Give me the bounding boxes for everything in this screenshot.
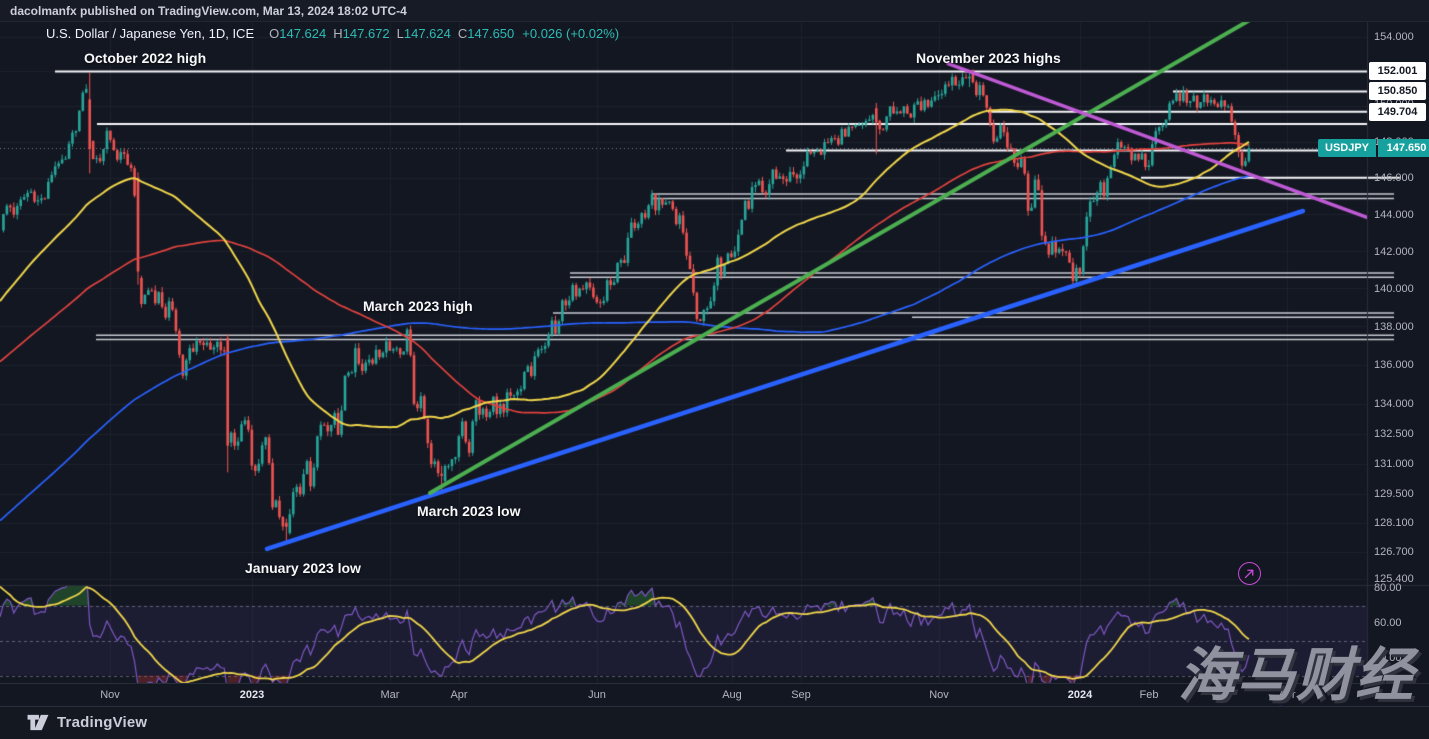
- rsi-axis-label: 60.00: [1374, 617, 1402, 629]
- price-level-label: 150.850: [1369, 82, 1426, 100]
- ohlc-field-label: H: [333, 26, 343, 41]
- chart-annotation: October 2022 high: [84, 50, 207, 66]
- price-axis-label: 140.000: [1374, 283, 1414, 295]
- price-axis-label: 134.000: [1374, 398, 1414, 410]
- time-axis-label: Apr: [450, 689, 468, 701]
- attribution-bar: dacolmanfx published on TradingView.com,…: [0, 0, 1429, 22]
- symbol-header[interactable]: U.S. Dollar / Japanese Yen, 1D, ICE O147.…: [46, 26, 619, 41]
- price-axis-label: 129.500: [1374, 488, 1414, 500]
- tradingview-logo[interactable]: TradingView: [26, 713, 147, 732]
- badge-price-value: 147.650: [1378, 139, 1429, 157]
- time-axis[interactable]: Nov 2023 Mar Apr Jun Aug Sep Nov 2024 Feb Apr: [0, 683, 1429, 707]
- time-axis-label: Aug: [722, 689, 742, 701]
- price-level-label: 149.704: [1369, 103, 1426, 121]
- tradingview-logo-icon: [27, 714, 49, 731]
- price-change: +0.026 (+0.02%): [522, 26, 620, 41]
- price-axis-label: 128.100: [1374, 517, 1414, 529]
- price-axis-label: 144.000: [1374, 209, 1414, 221]
- attribution-text: dacolmanfx published on TradingView.com,…: [10, 4, 407, 18]
- time-axis-label: Mar: [380, 689, 400, 701]
- price-axis-label: 142.000: [1374, 246, 1414, 258]
- rsi-axis-label: 40.00: [1374, 652, 1402, 664]
- chart-annotation: March 2023 low: [417, 503, 521, 519]
- compass-arrow-icon: [1244, 569, 1254, 579]
- ohlc-values: O147.624 H147.672 L147.624 C147.650: [262, 26, 514, 41]
- tradingview-brand-text: TradingView: [57, 714, 148, 731]
- price-axis-label: 125.400: [1374, 573, 1414, 585]
- price-axis-label: 138.000: [1374, 321, 1414, 333]
- current-price-badge: USDJPY 147.650: [1318, 139, 1429, 157]
- chart-annotation: March 2023 high: [363, 298, 473, 314]
- price-axis-label: 132.500: [1374, 428, 1414, 440]
- time-axis-label: Nov: [100, 689, 120, 701]
- ohlc-field-label: L: [396, 26, 404, 41]
- time-axis-label: Nov: [929, 689, 949, 701]
- ohlc-field-label: C: [457, 26, 468, 41]
- time-axis-label: Sep: [791, 689, 811, 701]
- scroll-to-latest-button[interactable]: [1238, 562, 1261, 585]
- price-axis-label: 136.000: [1374, 359, 1414, 371]
- time-axis-label: Feb: [1139, 689, 1159, 701]
- rsi-axis-label: 80.00: [1374, 582, 1402, 594]
- chart-annotation: January 2023 low: [245, 560, 361, 576]
- ohlc-field-label: O: [269, 26, 280, 41]
- ohlc-field-value: 147.650: [467, 26, 515, 41]
- watermark-text: 海马财经: [1178, 643, 1415, 708]
- ohlc-field-value: 147.672: [342, 26, 390, 41]
- price-level-label: 152.001: [1369, 62, 1426, 80]
- time-axis-label: Jun: [588, 689, 606, 701]
- price-axis[interactable]: 154.000150.000148.000146.000144.000142.0…: [1318, 0, 1429, 683]
- time-axis-label: 2023: [239, 689, 265, 701]
- symbol-title[interactable]: U.S. Dollar / Japanese Yen, 1D, ICE: [46, 26, 255, 41]
- footer-bar: TradingView: [0, 706, 1429, 739]
- chart-annotation: November 2023 highs: [916, 50, 1061, 66]
- badge-symbol: USDJPY: [1318, 139, 1377, 157]
- price-axis-label: 126.700: [1374, 546, 1414, 558]
- price-axis-label: 146.000: [1374, 172, 1414, 184]
- time-axis-label: Apr: [1278, 689, 1296, 701]
- ohlc-field-value: 147.624: [403, 26, 451, 41]
- price-axis-label: 131.000: [1374, 458, 1414, 470]
- time-axis-label: 2024: [1067, 689, 1093, 701]
- ohlc-field-value: 147.624: [279, 26, 327, 41]
- price-axis-label: 154.000: [1374, 31, 1414, 43]
